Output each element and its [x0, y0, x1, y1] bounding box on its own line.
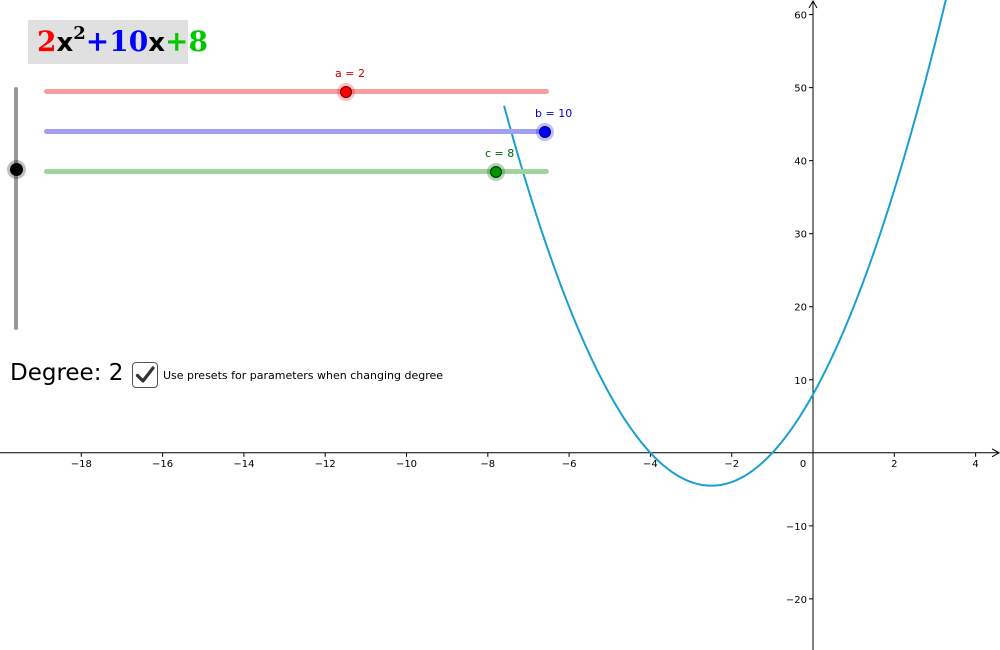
- x-tick-label: −4: [643, 459, 658, 470]
- curve-layer: [503, 0, 947, 487]
- y-tick-label: 50: [794, 84, 807, 95]
- checkmark-icon: [135, 366, 155, 383]
- degree-slider-track[interactable]: [14, 87, 18, 330]
- y-tick-label: 30: [794, 230, 807, 241]
- parabola-curve: [503, 0, 947, 487]
- y-tick-label: 40: [794, 157, 807, 168]
- slider-a-label: a = 2: [335, 67, 365, 80]
- var-x: x: [148, 28, 166, 58]
- use-presets-checkbox[interactable]: [132, 362, 158, 388]
- slider-c-track[interactable]: [44, 169, 549, 174]
- y-tick-label: −20: [786, 595, 807, 606]
- x-tick-label: −12: [315, 459, 336, 470]
- exponent: 2: [73, 22, 86, 44]
- x-tick-label: 2: [891, 459, 897, 470]
- slider-b-track[interactable]: [44, 129, 549, 134]
- x-tick-label: −2: [724, 459, 739, 470]
- y-tick-label: 60: [794, 11, 807, 22]
- degree-label: Degree: 2: [10, 360, 124, 386]
- x-tick-label: 0: [800, 459, 806, 470]
- x-tick-label: 4: [972, 459, 978, 470]
- x-tick-label: −6: [562, 459, 577, 470]
- y-axis-arrow: [808, 0, 818, 9]
- slider-c-label: c = 8: [485, 147, 515, 160]
- degree-slider-handle-dot[interactable]: [10, 163, 23, 176]
- use-presets-label: Use presets for parameters when changing…: [163, 369, 444, 382]
- coef-a: 2: [37, 25, 57, 58]
- coef-c: +8: [165, 25, 208, 58]
- coef-b: +10: [85, 25, 149, 58]
- x-tick-label: −16: [152, 459, 173, 470]
- var-x-squared: x: [56, 28, 74, 58]
- slider-a-handle-dot[interactable]: [340, 86, 352, 98]
- y-tick-label: −10: [786, 522, 807, 533]
- x-tick-label: −18: [71, 459, 92, 470]
- x-tick-label: −14: [233, 459, 254, 470]
- x-tick-label: −8: [480, 459, 495, 470]
- y-tick-label: 20: [794, 303, 807, 314]
- x-axis-arrow: [991, 448, 1000, 458]
- function-formula: 2x2+10x+8: [28, 20, 208, 64]
- slider-b-handle-dot[interactable]: [539, 126, 551, 138]
- slider-c-handle-dot[interactable]: [490, 166, 502, 178]
- slider-b-label: b = 10: [535, 107, 573, 120]
- x-tick-label: −10: [396, 459, 417, 470]
- slider-a-track[interactable]: [44, 89, 549, 94]
- y-tick-label: 10: [794, 376, 807, 387]
